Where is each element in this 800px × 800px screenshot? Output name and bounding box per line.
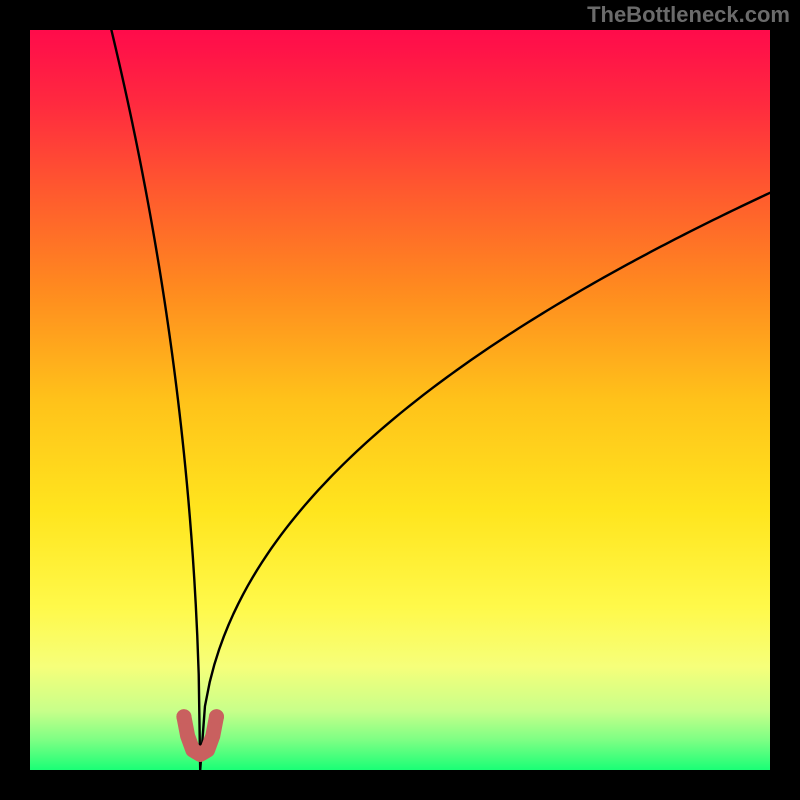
watermark-text: TheBottleneck.com: [587, 2, 790, 28]
chart-frame: TheBottleneck.com: [0, 0, 800, 800]
bottleneck-curve: [111, 30, 770, 770]
marker-end-right: [209, 709, 224, 724]
marker-end-left: [176, 709, 191, 724]
curve-layer: [0, 0, 800, 800]
